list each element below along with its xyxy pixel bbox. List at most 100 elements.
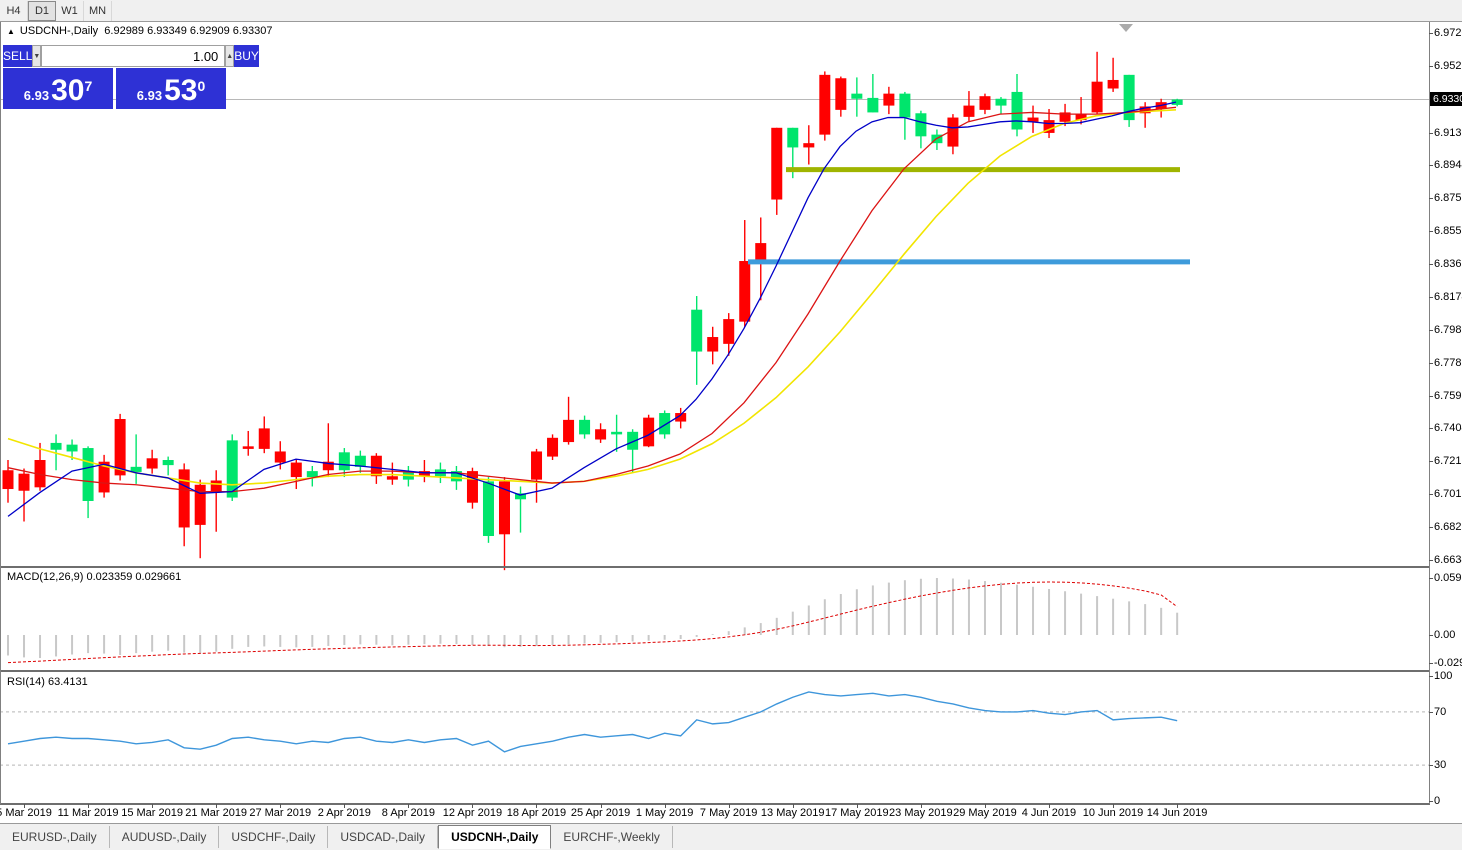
buy-price-panel[interactable]: 6.93 53 0 [116, 68, 226, 109]
candle-body [386, 476, 398, 480]
sell-price-panel[interactable]: 6.93 30 7 [3, 68, 113, 109]
volume-increment-icon[interactable]: ▲ [225, 45, 235, 67]
price-axis-label: 6.91370 [1434, 126, 1462, 139]
candle-body [691, 309, 703, 352]
price-axis-tick [1429, 329, 1433, 331]
date-axis-tick [280, 804, 282, 808]
candle-body [450, 471, 462, 482]
candle-body [835, 78, 847, 110]
candle-body [242, 446, 254, 449]
price-axis-label: 6.87520 [1434, 192, 1462, 205]
candle-body [851, 93, 863, 99]
candle-body [338, 452, 350, 471]
candle-body [819, 74, 831, 135]
date-axis-label: 21 Mar 2019 [185, 807, 248, 819]
price-axis-label: 6.95275 [1434, 59, 1462, 72]
candle-body [899, 93, 911, 118]
sell-button[interactable]: SELL [3, 45, 33, 67]
macd-axis-tick [1429, 662, 1433, 664]
date-axis-label: 7 May 2019 [699, 807, 758, 819]
date-axis-label: 18 Apr 2019 [506, 807, 567, 819]
candle-body [418, 471, 430, 477]
timeframe-toolbar: H4 D1 W1 MN [0, 0, 1462, 22]
price-axis-tick [1429, 461, 1433, 463]
candle-body [466, 471, 478, 503]
candle-body [787, 127, 799, 148]
price-axis-tick [1429, 198, 1433, 200]
pane-separator[interactable] [0, 566, 1430, 568]
timeframe-button-mn[interactable]: MN [84, 0, 112, 21]
rsi-axis-label: 70 [1434, 705, 1447, 718]
sell-price-big: 30 [51, 74, 85, 107]
candle-body [98, 461, 110, 493]
date-axis-tick [920, 804, 922, 808]
candle-body [1011, 91, 1023, 130]
price-axis-label: 6.81745 [1434, 290, 1462, 303]
candle-body [963, 105, 975, 117]
tab-eurusd-daily[interactable]: EURUSD-,Daily [0, 826, 110, 848]
price-axis-tick [1429, 560, 1433, 561]
ma-fast-line [7, 101, 1177, 517]
price-axis-label: 6.74045 [1434, 422, 1462, 435]
price-axis-tick [1429, 362, 1433, 364]
candle-body [947, 117, 959, 147]
candle-body [274, 451, 286, 463]
candle-body [867, 97, 879, 113]
candle-body [771, 127, 783, 200]
tab-usdcnh-daily[interactable]: USDCNH-,Daily [438, 825, 552, 849]
price-axis-label: 6.72120 [1434, 455, 1462, 468]
date-axis-label: 12 Apr 2019 [442, 807, 503, 819]
date-axis-tick [856, 804, 858, 808]
tab-usdchf-daily[interactable]: USDCHF-,Daily [219, 826, 329, 848]
date-axis-label: 13 May 2019 [760, 807, 825, 819]
candle-body [659, 413, 671, 435]
buy-price-prefix: 6.93 [136, 88, 163, 103]
sell-price-prefix: 6.93 [23, 88, 50, 103]
timeframe-button-w1[interactable]: W1 [56, 0, 84, 21]
pane-separator[interactable] [0, 670, 1430, 672]
rsi-axis-tick [1429, 765, 1433, 767]
candle-body [130, 466, 142, 472]
candle-body [723, 319, 735, 344]
collapse-panel-icon[interactable]: ▲ [7, 27, 15, 36]
candle-body [531, 451, 543, 480]
tab-usdcad-daily[interactable]: USDCAD-,Daily [328, 826, 439, 848]
tab-audusd-daily[interactable]: AUDUSD-,Daily [110, 826, 220, 848]
price-axis-tick [1429, 428, 1433, 430]
price-axis-label: 6.89445 [1434, 159, 1462, 172]
date-axis-label: 17 May 2019 [824, 807, 889, 819]
rsi-axis-tick [1429, 801, 1433, 802]
buy-price-sup: 0 [197, 78, 206, 94]
price-axis-label: 6.83670 [1434, 258, 1462, 271]
price-axis-tick [1429, 132, 1433, 134]
date-axis-label: 8 Apr 2019 [381, 807, 435, 819]
date-axis-tick [536, 804, 538, 808]
date-axis-label: 29 May 2019 [953, 807, 1017, 819]
volume-decrement-icon[interactable]: ▼ [32, 45, 42, 67]
candle-body [1107, 79, 1119, 89]
buy-button[interactable]: BUY [234, 45, 259, 67]
candle-body [739, 261, 751, 322]
candle-body [290, 462, 302, 478]
chart-tab-bar: EURUSD-,Daily AUDUSD-,Daily USDCHF-,Daily U… [0, 823, 1462, 850]
timeframe-button-d1[interactable]: D1 [28, 0, 56, 21]
timeframe-button-h4[interactable]: H4 [0, 0, 28, 21]
volume-input[interactable] [41, 45, 226, 67]
symbol-name: USDCNH-,Daily [19, 25, 99, 37]
candle-body [370, 455, 382, 477]
candle-body [579, 419, 591, 435]
tab-eurchf-weekly[interactable]: EURCHF-,Weekly [551, 826, 673, 848]
candle-body [563, 419, 575, 443]
date-axis-label: 27 Mar 2019 [249, 807, 312, 819]
candle-body [675, 413, 687, 422]
candle-body [210, 480, 222, 492]
candle-body [979, 96, 991, 110]
date-axis-tick [1177, 804, 1179, 808]
date-axis-tick [88, 804, 90, 808]
candle-body [114, 419, 126, 476]
date-axis-label: 25 Apr 2019 [570, 807, 631, 819]
price-axis-tick [1429, 395, 1433, 397]
candle-body [707, 337, 719, 352]
